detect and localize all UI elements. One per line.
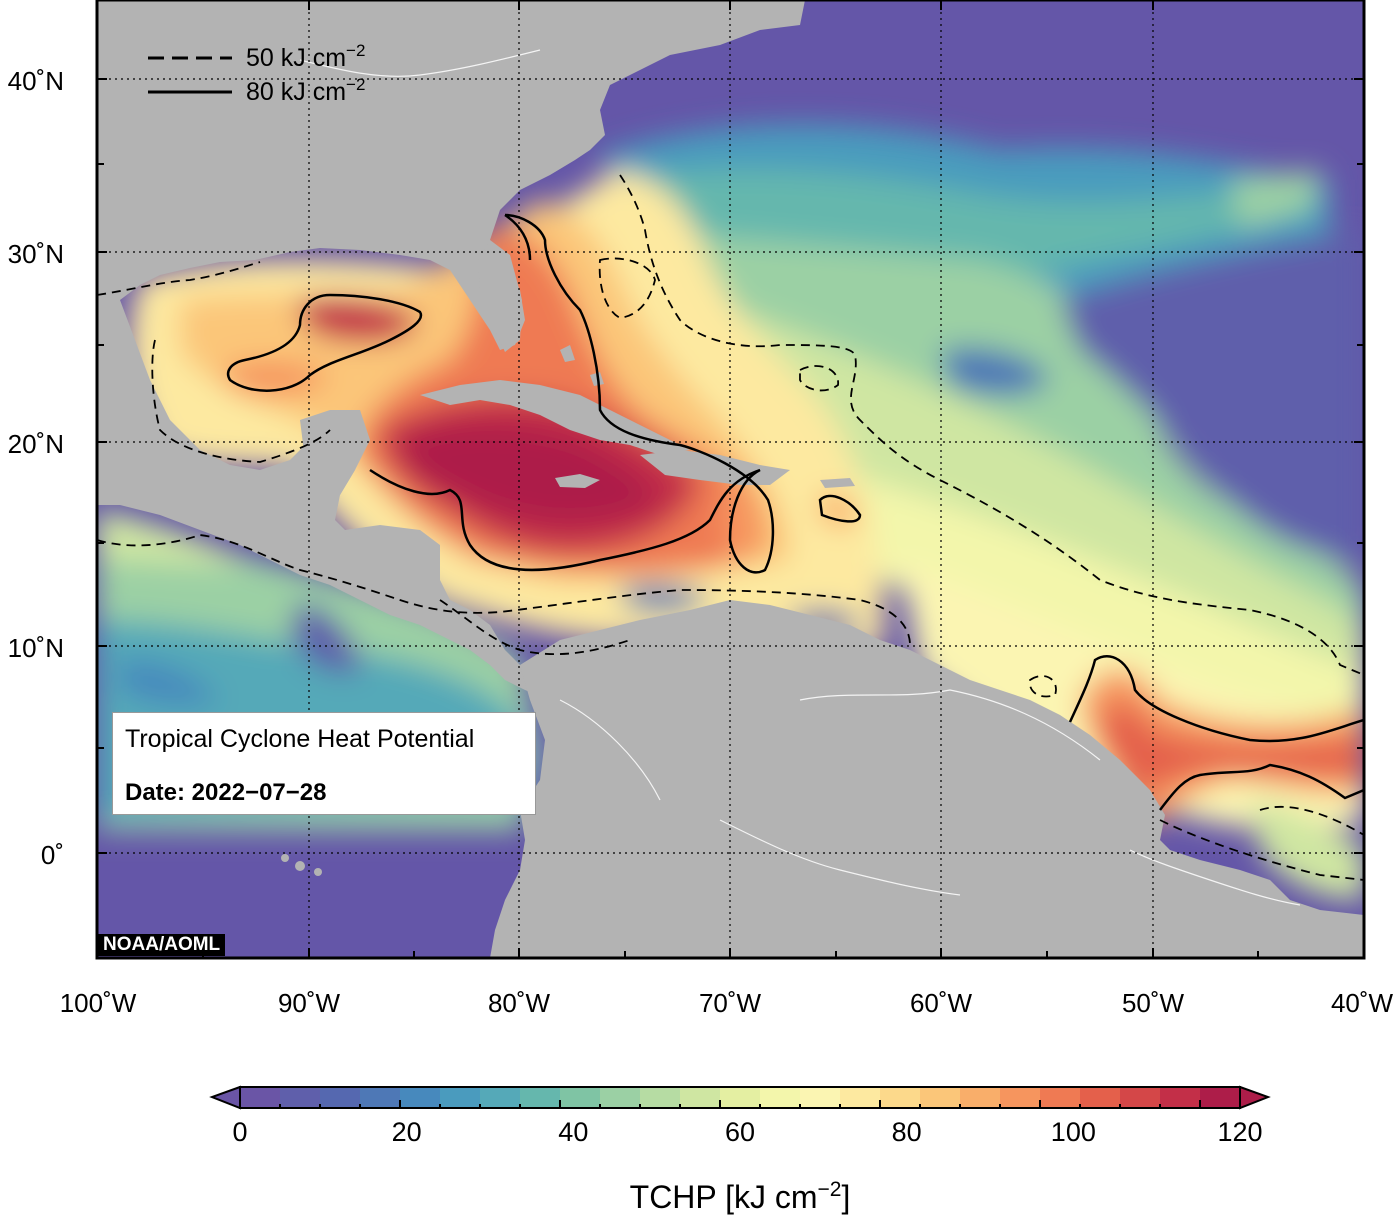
lat-tick-labels: 40˚N 30˚N 20˚N 10˚N 0˚ — [8, 66, 64, 870]
lon-label-70w: 70˚W — [699, 988, 762, 1018]
colorbar-labels: 0 20 40 60 80 100 120 — [232, 1117, 1262, 1147]
colorbar-segment — [400, 1087, 441, 1108]
colorbar-tick-label: 40 — [558, 1117, 588, 1147]
colorbar-tick-label: 0 — [232, 1117, 247, 1147]
map-panel — [97, 0, 1364, 958]
colorbar-segment — [440, 1087, 481, 1108]
legend-dashed-label: 50 kJ cm−2 — [246, 41, 365, 72]
contour-80 — [226, 213, 1364, 811]
colorbar-segment — [1200, 1087, 1241, 1108]
colorbar-ticks — [239, 1100, 1241, 1108]
lat-label-20: 20˚N — [8, 429, 64, 459]
lat-label-0: 0˚ — [41, 840, 64, 870]
colorbar-frame — [239, 1086, 1241, 1109]
contour-50 — [97, 174, 1364, 881]
lat-label-30: 30˚N — [8, 239, 64, 269]
lon-label-40w: 40˚W — [1331, 988, 1394, 1018]
lon-label-80w: 80˚W — [488, 988, 551, 1018]
colorbar-tick-label: 80 — [892, 1117, 922, 1147]
lat-label-40: 40˚N — [8, 66, 64, 96]
colorbar-segment — [840, 1087, 881, 1108]
colorbar-segment — [680, 1087, 721, 1108]
product-title: Tropical Cyclone Heat Potential — [125, 725, 475, 753]
colorbar-segment — [560, 1087, 601, 1108]
product-date: Date: 2022−07−28 — [125, 779, 327, 806]
credit-badge: NOAA/AOML — [98, 934, 226, 956]
colorbar-segment — [920, 1087, 961, 1108]
colorbar-segment — [640, 1087, 681, 1108]
legend-solid-label: 80 kJ cm−2 — [246, 75, 365, 106]
colorbar-segment — [240, 1087, 281, 1108]
colorbar-low-arrow — [209, 1085, 241, 1110]
colorbar-segment — [1160, 1087, 1201, 1108]
colorbar-title: TCHP [kJ cm−2] — [630, 1178, 851, 1215]
colorbar-segments — [240, 1087, 1241, 1108]
colorbar-segment — [800, 1087, 841, 1108]
colorbar-segment — [360, 1087, 401, 1108]
colorbar-segment — [1120, 1087, 1161, 1108]
colorbar: 0 20 40 60 80 100 120 TCHP [kJ cm−2] — [209, 1085, 1271, 1215]
lat-label-10: 10˚N — [8, 633, 64, 663]
colorbar-segment — [480, 1087, 521, 1108]
info-box: Tropical Cyclone Heat Potential Date: 20… — [112, 712, 536, 815]
colorbar-segment — [1040, 1087, 1081, 1108]
axis-ticks — [97, 0, 1364, 958]
colorbar-high-arrow — [1239, 1085, 1271, 1110]
colorbar-segment — [760, 1087, 801, 1108]
colorbar-segment — [880, 1087, 921, 1108]
colorbar-tick-label: 20 — [392, 1117, 422, 1147]
colorbar-segment — [1080, 1087, 1121, 1108]
colorbar-tick-label: 60 — [725, 1117, 755, 1147]
lon-label-50w: 50˚W — [1122, 988, 1185, 1018]
colorbar-segment — [1000, 1087, 1041, 1108]
lon-tick-labels: 100˚W 90˚W 80˚W 70˚W 60˚W 50˚W 40˚W — [60, 988, 1394, 1018]
lon-label-60w: 60˚W — [910, 988, 973, 1018]
land — [97, 0, 1364, 958]
rivers — [299, 49, 1301, 906]
colorbar-segment — [320, 1087, 361, 1108]
colorbar-tick-label: 100 — [1051, 1117, 1096, 1147]
colorbar-segment — [960, 1087, 1001, 1108]
colorbar-segment — [600, 1087, 641, 1108]
lon-label-90w: 90˚W — [278, 988, 341, 1018]
lon-label-100w: 100˚W — [60, 988, 137, 1018]
contour-legend: 50 kJ cm−2 80 kJ cm−2 — [148, 41, 365, 106]
colorbar-segment — [720, 1087, 761, 1108]
colorbar-segment — [520, 1087, 561, 1108]
colorbar-tick-label: 120 — [1217, 1117, 1262, 1147]
colorbar-segment — [280, 1087, 321, 1108]
